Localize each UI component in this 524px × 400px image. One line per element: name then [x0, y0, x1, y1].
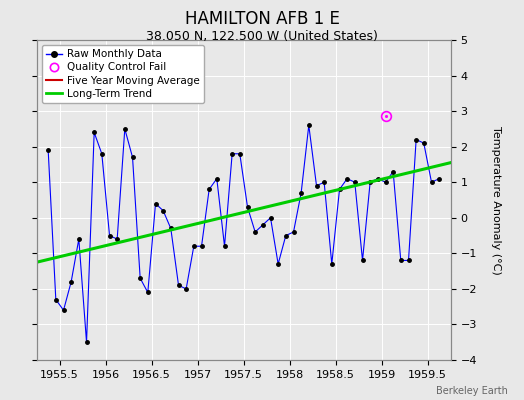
Text: 38.050 N, 122.500 W (United States): 38.050 N, 122.500 W (United States) — [146, 30, 378, 43]
Y-axis label: Temperature Anomaly (°C): Temperature Anomaly (°C) — [491, 126, 501, 274]
Legend: Raw Monthly Data, Quality Control Fail, Five Year Moving Average, Long-Term Tren: Raw Monthly Data, Quality Control Fail, … — [42, 45, 204, 103]
Text: HAMILTON AFB 1 E: HAMILTON AFB 1 E — [184, 10, 340, 28]
Text: Berkeley Earth: Berkeley Earth — [436, 386, 508, 396]
